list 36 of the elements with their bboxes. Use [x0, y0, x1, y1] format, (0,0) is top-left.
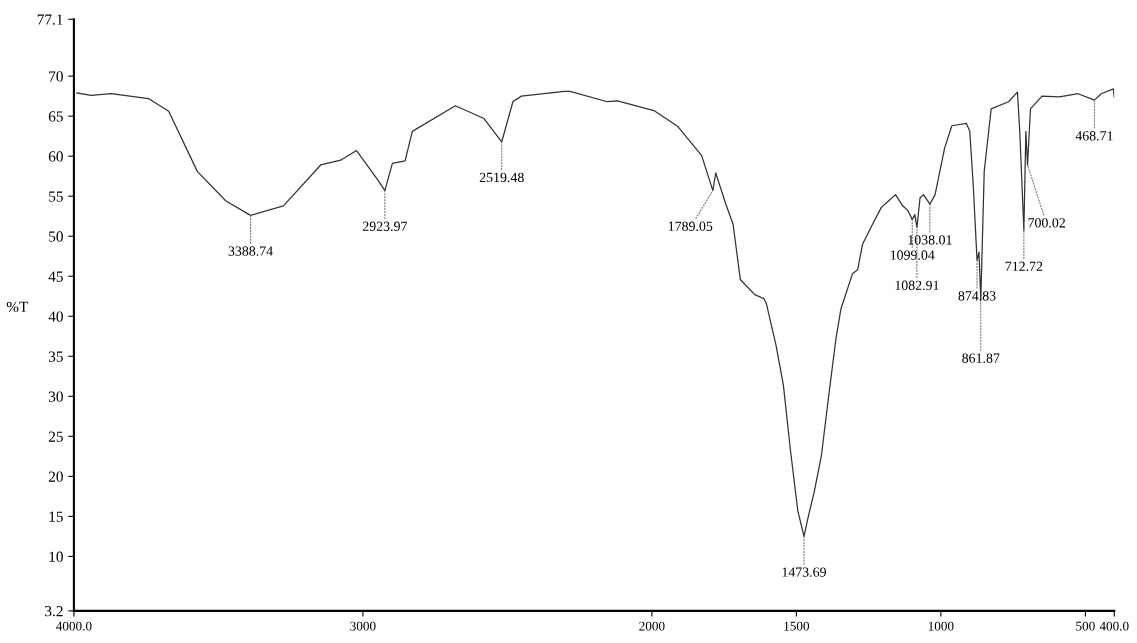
y-tick-label: 65 [48, 111, 63, 122]
y-tick-label: 35 [48, 351, 63, 362]
x-tick-label: 1500 [784, 621, 810, 631]
y-tick-label: 40 [48, 311, 63, 322]
x-tick-label: 3000 [350, 621, 376, 631]
y-tick-label: 15 [49, 511, 63, 522]
y-tick-label: 50 [49, 231, 63, 242]
annotation: 700.02 [1028, 218, 1065, 228]
annotation: 2519.48 [479, 172, 524, 183]
annotation: 1082.91 [895, 280, 939, 291]
annotation: 861.87 [962, 353, 1000, 363]
y-tick-label: 30 [48, 391, 63, 402]
y-tick-label: 25 [48, 431, 63, 442]
x-tick-label: 4000.0 [56, 621, 92, 631]
annotation: 712.72 [1005, 261, 1043, 272]
annotation: 1099.04 [890, 250, 935, 260]
annotation: 468.71 [1075, 131, 1113, 141]
y-tick-label: 10 [49, 551, 63, 562]
annotation: 1038.01 [908, 235, 952, 245]
y-tick-label: 55 [49, 191, 63, 202]
annotation: 3388.74 [228, 246, 273, 256]
line-series [76, 88, 1115, 538]
y-tick-label: 3.2 [45, 606, 63, 617]
y-tick-label: 45 [48, 271, 63, 282]
y-tick-label: 77.1 [37, 14, 63, 25]
annotation: 1473.69 [782, 567, 826, 577]
y-tick-label: 70 [49, 71, 63, 82]
x-tick-label: 500 [1076, 621, 1095, 631]
y-tick-label: 60 [48, 151, 63, 162]
annotation: 2923.97 [362, 221, 408, 231]
x-tick-label: 1000 [928, 621, 954, 631]
x-tick-label: 400.0 [1099, 621, 1129, 631]
y-axis-title: %T [6, 301, 29, 313]
y-tick-label: 20 [48, 471, 63, 482]
annotation: 1789.05 [668, 221, 713, 231]
x-tick-label: 2000 [639, 621, 665, 631]
